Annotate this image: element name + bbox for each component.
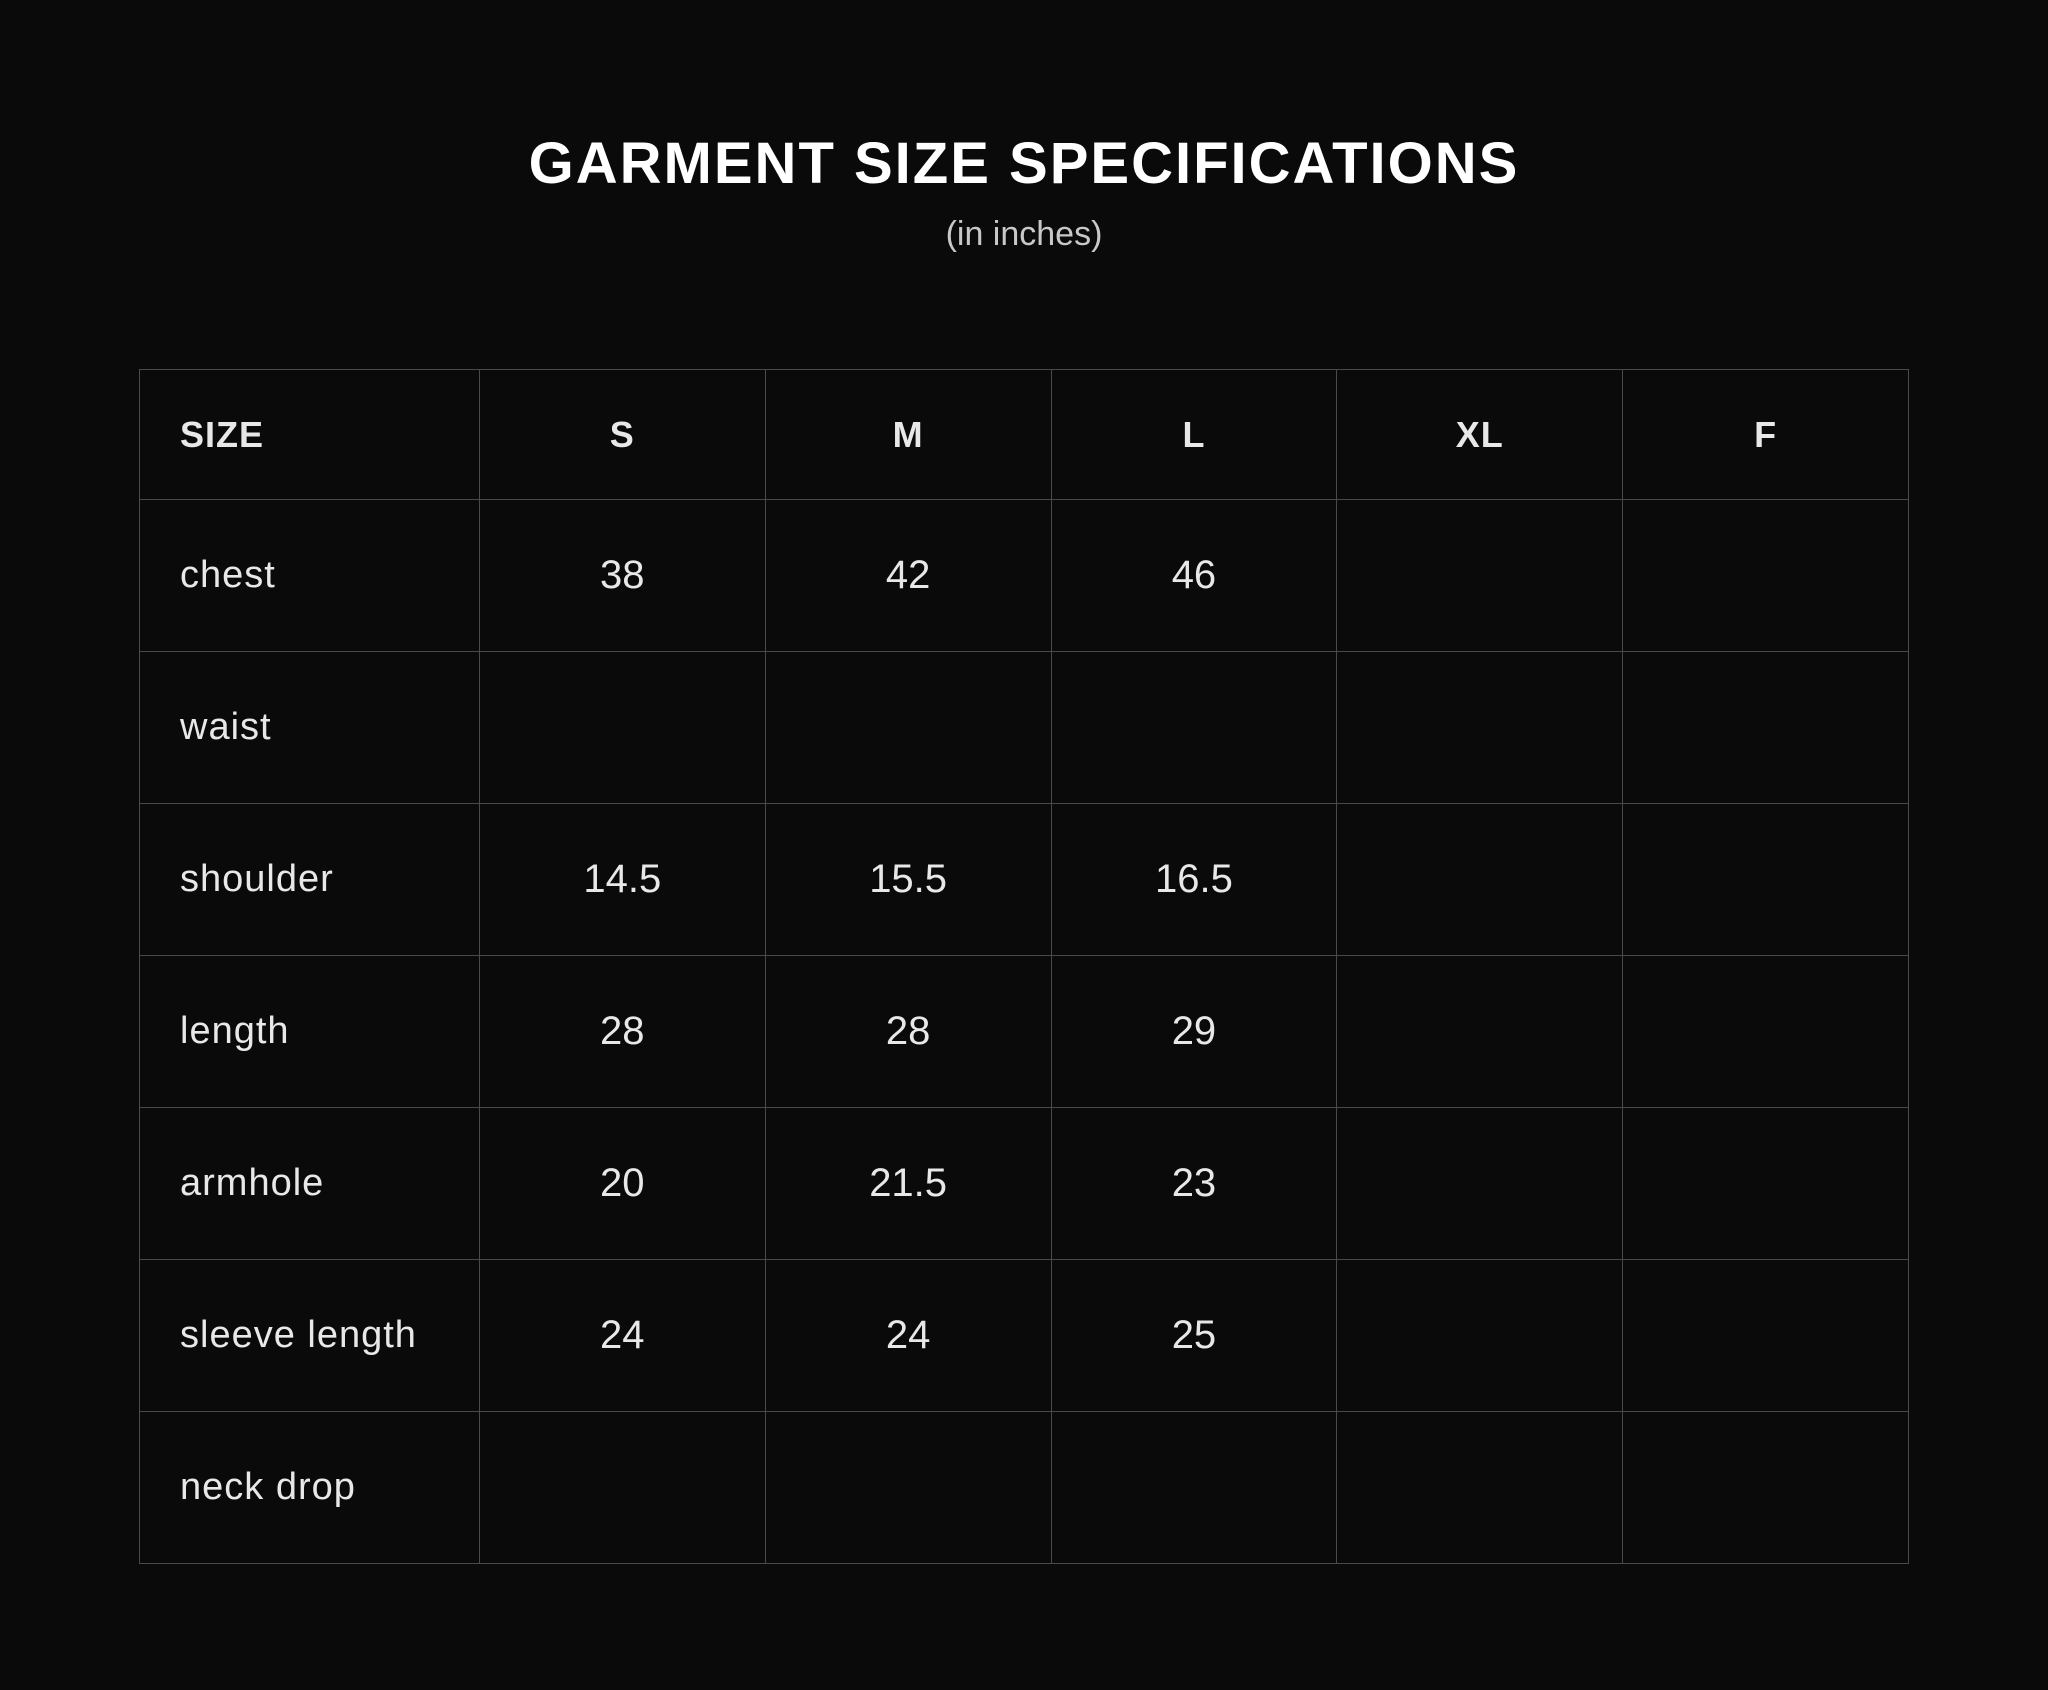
- page-title: GARMENT SIZE SPECIFICATIONS: [529, 130, 1520, 197]
- row-label-chest: chest: [140, 500, 480, 652]
- cell-neck-xl: [1337, 1412, 1623, 1564]
- cell-shoulder-f: [1623, 804, 1909, 956]
- cell-length-m: 28: [765, 956, 1051, 1108]
- cell-shoulder-m: 15.5: [765, 804, 1051, 956]
- cell-chest-xl: [1337, 500, 1623, 652]
- cell-armhole-m: 21.5: [765, 1108, 1051, 1260]
- cell-chest-s: 38: [479, 500, 765, 652]
- row-label-neck-drop: neck drop: [140, 1412, 480, 1564]
- cell-armhole-f: [1623, 1108, 1909, 1260]
- table-row: armhole 20 21.5 23: [140, 1108, 1909, 1260]
- table-row: neck drop: [140, 1412, 1909, 1564]
- table-header-row: SIZE S M L XL F: [140, 370, 1909, 500]
- cell-waist-f: [1623, 652, 1909, 804]
- cell-waist-m: [765, 652, 1051, 804]
- cell-neck-f: [1623, 1412, 1909, 1564]
- table-row: chest 38 42 46: [140, 500, 1909, 652]
- size-table-wrapper: SIZE S M L XL F chest 38 42 46 waist: [139, 369, 1909, 1564]
- row-label-waist: waist: [140, 652, 480, 804]
- cell-length-f: [1623, 956, 1909, 1108]
- cell-sleeve-m: 24: [765, 1260, 1051, 1412]
- cell-armhole-s: 20: [479, 1108, 765, 1260]
- cell-armhole-l: 23: [1051, 1108, 1337, 1260]
- cell-shoulder-s: 14.5: [479, 804, 765, 956]
- cell-neck-l: [1051, 1412, 1337, 1564]
- cell-length-xl: [1337, 956, 1623, 1108]
- header-col-f: F: [1623, 370, 1909, 500]
- row-label-shoulder: shoulder: [140, 804, 480, 956]
- table-row: length 28 28 29: [140, 956, 1909, 1108]
- cell-chest-l: 46: [1051, 500, 1337, 652]
- cell-neck-s: [479, 1412, 765, 1564]
- header-size-label: SIZE: [140, 370, 480, 500]
- cell-neck-m: [765, 1412, 1051, 1564]
- table-body: chest 38 42 46 waist shoulder 14.5 15.5 …: [140, 500, 1909, 1564]
- cell-shoulder-l: 16.5: [1051, 804, 1337, 956]
- cell-waist-s: [479, 652, 765, 804]
- cell-sleeve-s: 24: [479, 1260, 765, 1412]
- table-row: waist: [140, 652, 1909, 804]
- header-col-m: M: [765, 370, 1051, 500]
- size-table: SIZE S M L XL F chest 38 42 46 waist: [139, 369, 1909, 1564]
- header-col-xl: XL: [1337, 370, 1623, 500]
- row-label-sleeve-length: sleeve length: [140, 1260, 480, 1412]
- header-col-l: L: [1051, 370, 1337, 500]
- cell-sleeve-xl: [1337, 1260, 1623, 1412]
- row-label-armhole: armhole: [140, 1108, 480, 1260]
- cell-length-s: 28: [479, 956, 765, 1108]
- table-row: sleeve length 24 24 25: [140, 1260, 1909, 1412]
- row-label-length: length: [140, 956, 480, 1108]
- cell-sleeve-f: [1623, 1260, 1909, 1412]
- cell-chest-f: [1623, 500, 1909, 652]
- page-subtitle: (in inches): [946, 215, 1103, 254]
- table-row: shoulder 14.5 15.5 16.5: [140, 804, 1909, 956]
- cell-waist-xl: [1337, 652, 1623, 804]
- cell-chest-m: 42: [765, 500, 1051, 652]
- cell-waist-l: [1051, 652, 1337, 804]
- cell-armhole-xl: [1337, 1108, 1623, 1260]
- cell-length-l: 29: [1051, 956, 1337, 1108]
- cell-shoulder-xl: [1337, 804, 1623, 956]
- cell-sleeve-l: 25: [1051, 1260, 1337, 1412]
- header-col-s: S: [479, 370, 765, 500]
